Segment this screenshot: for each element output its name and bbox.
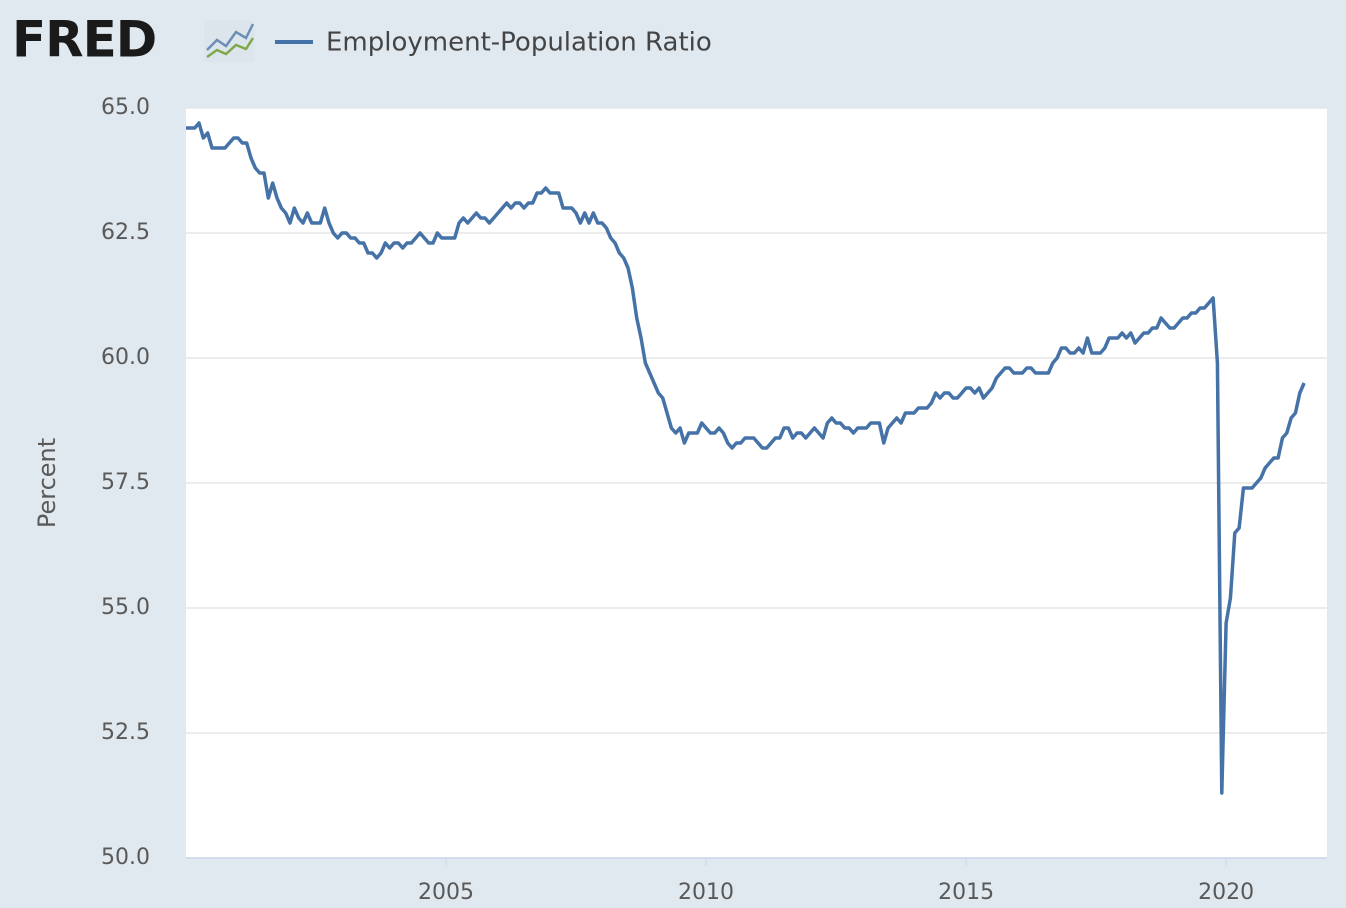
y-tick-label: 62.5: [101, 220, 150, 245]
data-line: [186, 121, 1306, 795]
y-tick-label: 55.0: [101, 595, 150, 620]
y-tick-label: 65.0: [101, 95, 150, 120]
legend-label: Employment-Population Ratio: [326, 28, 712, 58]
y-tick-label: 60.0: [101, 345, 150, 370]
x-tick-label: 2020: [1198, 880, 1254, 905]
logo: FRED: [12, 11, 156, 69]
x-tick-label: 2010: [678, 880, 734, 905]
y-tick-label: 50.0: [101, 845, 150, 870]
y-axis-label: Percent: [33, 438, 61, 528]
x-tick-label: 2005: [418, 880, 474, 905]
y-tick-label: 52.5: [101, 720, 150, 745]
x-tick-label: 2015: [938, 880, 994, 905]
y-tick-label: 57.5: [101, 470, 150, 495]
logo-icon: [204, 20, 255, 62]
